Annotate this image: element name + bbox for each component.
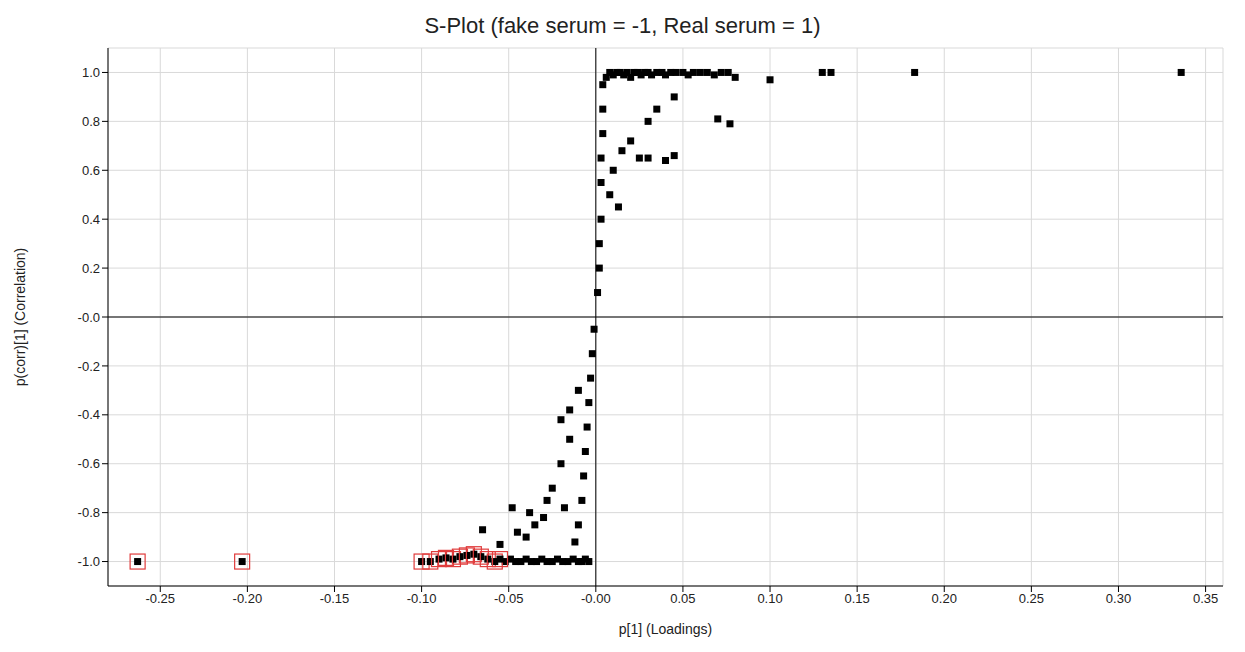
svg-text:0.8: 0.8 [82, 114, 100, 129]
svg-text:0.35: 0.35 [1193, 591, 1218, 606]
svg-text:0.6: 0.6 [82, 163, 100, 178]
svg-text:0.20: 0.20 [932, 591, 957, 606]
svg-text:0.2: 0.2 [82, 261, 100, 276]
svg-text:p[1] (Loadings): p[1] (Loadings) [619, 621, 712, 637]
svg-text:0.30: 0.30 [1106, 591, 1131, 606]
svg-text:-0.10: -0.10 [407, 591, 437, 606]
svg-text:-0.00: -0.00 [581, 591, 611, 606]
svg-text:p(corr)[1] (Correlation): p(corr)[1] (Correlation) [12, 248, 28, 386]
svg-text:-1.0: -1.0 [78, 554, 100, 569]
svg-text:-0.4: -0.4 [78, 407, 100, 422]
svg-text:-0.15: -0.15 [320, 591, 350, 606]
svg-text:0.10: 0.10 [757, 591, 782, 606]
svg-text:-0.05: -0.05 [494, 591, 524, 606]
svg-text:-0.0: -0.0 [78, 310, 100, 325]
svg-text:-0.2: -0.2 [78, 359, 100, 374]
svg-text:1.0: 1.0 [82, 65, 100, 80]
svg-text:-0.6: -0.6 [78, 456, 100, 471]
svg-text:-0.20: -0.20 [233, 591, 263, 606]
svg-text:0.25: 0.25 [1019, 591, 1044, 606]
svg-text:-0.8: -0.8 [78, 505, 100, 520]
svg-text:-0.25: -0.25 [145, 591, 175, 606]
svg-text:0.15: 0.15 [844, 591, 869, 606]
svg-text:0.05: 0.05 [670, 591, 695, 606]
html-text:S-Plot (fake serum = -1, Real: S-Plot (fake serum = -1, Real serum = 1) [424, 13, 821, 38]
svg-text:0.4: 0.4 [82, 212, 100, 227]
